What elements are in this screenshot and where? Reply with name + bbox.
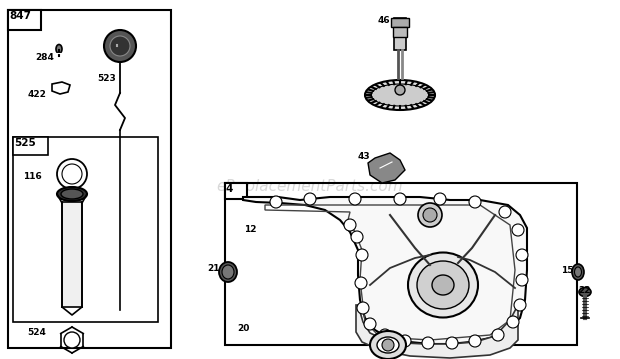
Circle shape — [423, 208, 437, 222]
Ellipse shape — [417, 261, 469, 309]
Circle shape — [514, 299, 526, 311]
Circle shape — [394, 193, 406, 205]
Text: 524: 524 — [27, 328, 46, 337]
Bar — [225, 183, 247, 199]
Ellipse shape — [219, 262, 237, 282]
Circle shape — [351, 231, 363, 243]
Text: 116: 116 — [23, 172, 42, 181]
Text: 20: 20 — [237, 324, 249, 333]
Ellipse shape — [370, 331, 406, 359]
Circle shape — [270, 196, 282, 208]
Text: 15: 15 — [561, 266, 574, 275]
Ellipse shape — [579, 288, 591, 297]
Text: 21: 21 — [207, 264, 219, 273]
Bar — [8, 10, 171, 348]
Bar — [391, 18, 409, 27]
Bar — [393, 27, 407, 37]
Circle shape — [355, 277, 367, 289]
Text: eReplacementParts.com: eReplacementParts.com — [216, 179, 404, 194]
Text: 12: 12 — [244, 225, 257, 234]
Bar — [62, 202, 82, 307]
Circle shape — [357, 302, 369, 314]
Circle shape — [364, 318, 376, 330]
Ellipse shape — [365, 80, 435, 110]
Text: 46: 46 — [378, 16, 391, 25]
Circle shape — [110, 36, 130, 56]
Ellipse shape — [56, 45, 62, 53]
Circle shape — [446, 337, 458, 349]
Circle shape — [507, 316, 519, 328]
Circle shape — [434, 193, 446, 205]
Ellipse shape — [222, 265, 234, 279]
Polygon shape — [243, 197, 527, 344]
Bar — [8, 10, 41, 30]
Circle shape — [57, 159, 87, 189]
Text: 523: 523 — [97, 74, 116, 83]
Ellipse shape — [408, 252, 478, 317]
Circle shape — [516, 274, 528, 286]
Circle shape — [379, 329, 391, 341]
Circle shape — [356, 249, 368, 261]
Bar — [225, 183, 577, 345]
Text: 422: 422 — [28, 90, 47, 99]
Polygon shape — [356, 305, 518, 358]
Circle shape — [399, 335, 411, 347]
Ellipse shape — [572, 264, 584, 280]
Circle shape — [349, 193, 361, 205]
Circle shape — [104, 30, 136, 62]
Text: 525: 525 — [14, 138, 36, 148]
Circle shape — [422, 337, 434, 349]
Bar — [13, 137, 48, 155]
Ellipse shape — [432, 275, 454, 295]
Ellipse shape — [575, 267, 582, 277]
Text: 284: 284 — [35, 53, 54, 62]
Polygon shape — [368, 153, 405, 183]
Circle shape — [344, 219, 356, 231]
Circle shape — [418, 203, 442, 227]
Text: 4: 4 — [226, 184, 233, 194]
Circle shape — [64, 332, 80, 348]
Text: 43: 43 — [358, 152, 371, 161]
Circle shape — [516, 249, 528, 261]
Circle shape — [512, 224, 524, 236]
Circle shape — [304, 193, 316, 205]
Bar — [394, 18, 406, 50]
Circle shape — [499, 206, 511, 218]
Bar — [13, 137, 158, 322]
Ellipse shape — [61, 189, 83, 199]
Circle shape — [395, 85, 405, 95]
Circle shape — [469, 335, 481, 347]
Text: 847: 847 — [9, 11, 31, 21]
Ellipse shape — [57, 187, 87, 201]
Ellipse shape — [377, 337, 399, 353]
Text: 22: 22 — [578, 286, 590, 295]
Ellipse shape — [371, 84, 429, 106]
Circle shape — [469, 196, 481, 208]
Circle shape — [382, 339, 394, 351]
Circle shape — [492, 329, 504, 341]
Circle shape — [62, 164, 82, 184]
